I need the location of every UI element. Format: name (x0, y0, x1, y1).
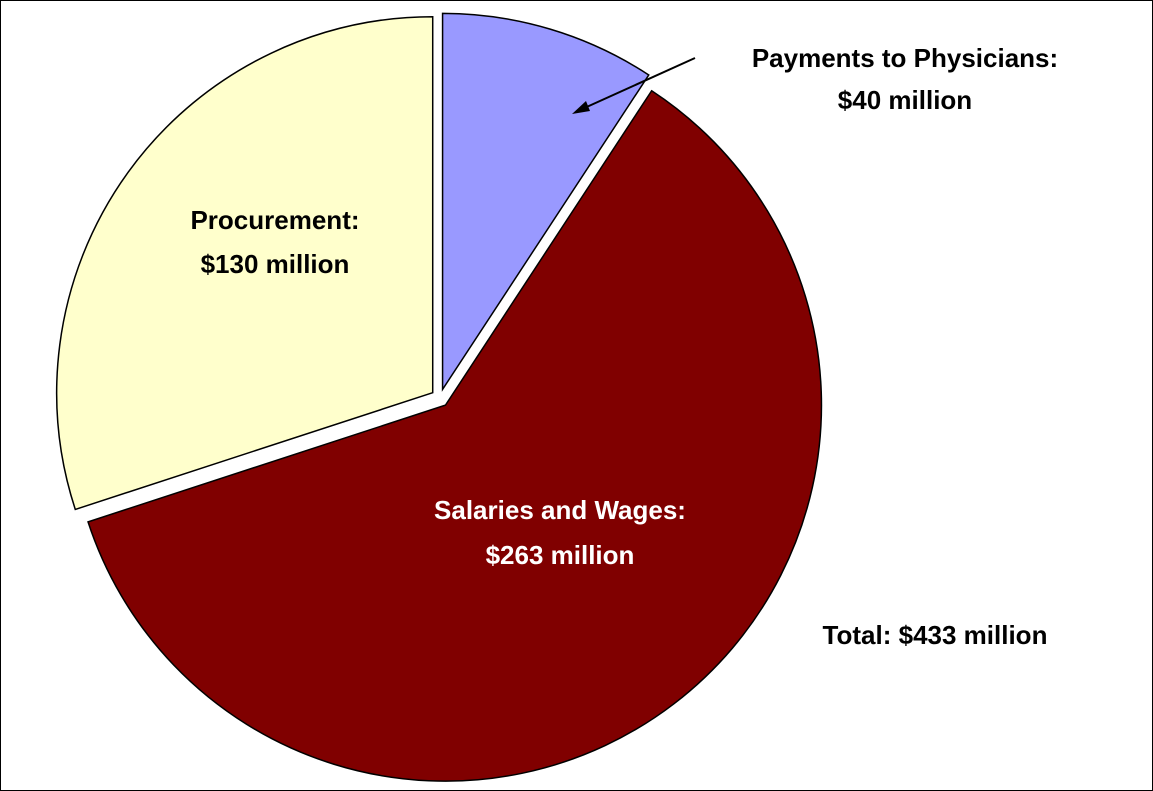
slice-label: Procurement: (190, 205, 359, 235)
pie (56, 12, 823, 782)
pie-slice (87, 89, 823, 782)
slice-label: Salaries and Wages: (434, 495, 686, 525)
leader-line (579, 57, 696, 111)
slice-label: Payments to Physicians: (752, 43, 1058, 73)
slice-value-label: $130 million (201, 249, 350, 279)
leader-arrowhead (572, 101, 590, 114)
slice-value-label: $263 million (486, 540, 635, 570)
total-annotation: Total: $433 million (823, 620, 1048, 650)
pie-slice (441, 12, 650, 392)
pie-slice (56, 15, 434, 511)
slice-value-label: $40 million (838, 85, 972, 115)
